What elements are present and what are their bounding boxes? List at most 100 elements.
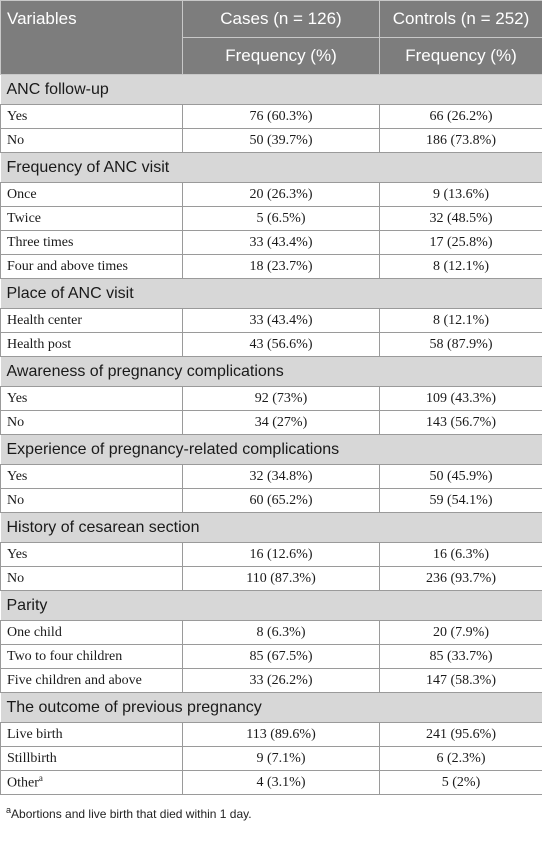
- section-row: Experience of pregnancy-related complica…: [0, 434, 542, 465]
- row-label: Two to four children: [7, 648, 123, 664]
- footnote-text: Abortions and live birth that died withi…: [11, 807, 252, 821]
- controls-cell: 236 (93.7%): [379, 566, 542, 591]
- row-label: Yes: [7, 390, 28, 406]
- row-label-cell: Twice: [0, 206, 183, 231]
- controls-cell: 6 (2.3%): [379, 746, 542, 771]
- cases-cell: 32 (34.8%): [182, 464, 380, 489]
- row-label-cell: Two to four children: [0, 644, 183, 669]
- table-row: Health center 33 (43.4%) 8 (12.1%): [0, 308, 542, 333]
- section-title: History of cesarean section: [0, 512, 542, 543]
- row-label: No: [7, 132, 25, 148]
- controls-cell: 241 (95.6%): [379, 722, 542, 747]
- row-label-cell: Yes: [0, 386, 183, 411]
- row-label-cell: Yes: [0, 464, 183, 489]
- row-label-cell: Three times: [0, 230, 183, 255]
- row-label: No: [7, 414, 25, 430]
- controls-cell: 143 (56.7%): [379, 410, 542, 435]
- row-label: No: [7, 570, 25, 586]
- section-row: ANC follow-up: [0, 74, 542, 105]
- table-row: Twice 5 (6.5%) 32 (48.5%): [0, 206, 542, 231]
- cases-cell: 85 (67.5%): [182, 644, 380, 669]
- controls-cell: 32 (48.5%): [379, 206, 542, 231]
- table-row: Yes 32 (34.8%) 50 (45.9%): [0, 464, 542, 489]
- section-title: The outcome of previous pregnancy: [0, 692, 542, 723]
- row-label-cell: Health center: [0, 308, 183, 333]
- cases-cell: 33 (43.4%): [182, 308, 380, 333]
- section-title: ANC follow-up: [0, 74, 542, 105]
- cases-frequency-header: Frequency (%): [182, 37, 380, 75]
- cases-cell: 16 (12.6%): [182, 542, 380, 567]
- row-label-cell: Four and above times: [0, 254, 183, 279]
- controls-cell: 20 (7.9%): [379, 620, 542, 645]
- controls-cell: 147 (58.3%): [379, 668, 542, 693]
- table-row: Yes 16 (12.6%) 16 (6.3%): [0, 542, 542, 567]
- row-label: Health post: [7, 336, 72, 352]
- row-label-cell: No: [0, 566, 183, 591]
- table-body: ANC follow-up Yes 76 (60.3%) 66 (26.2%) No 50…: [0, 74, 542, 795]
- row-label: No: [7, 492, 25, 508]
- row-label-cell: No: [0, 128, 183, 153]
- cases-cell: 76 (60.3%): [182, 104, 380, 129]
- section-title: Place of ANC visit: [0, 278, 542, 309]
- cases-cell: 60 (65.2%): [182, 488, 380, 513]
- controls-header: Controls (n = 252): [379, 0, 542, 38]
- row-label-cell: One child: [0, 620, 183, 645]
- controls-cell: 85 (33.7%): [379, 644, 542, 669]
- section-row: Frequency of ANC visit: [0, 152, 542, 183]
- controls-cell: 9 (13.6%): [379, 182, 542, 207]
- table-row: One child 8 (6.3%) 20 (7.9%): [0, 620, 542, 645]
- section-row: Place of ANC visit: [0, 278, 542, 309]
- table-row: Yes 76 (60.3%) 66 (26.2%): [0, 104, 542, 129]
- row-label: Twice: [7, 210, 42, 226]
- table-row: Four and above times 18 (23.7%) 8 (12.1%): [0, 254, 542, 279]
- controls-frequency-header: Frequency (%): [379, 37, 542, 75]
- row-label-cell: Five children and above: [0, 668, 183, 693]
- row-label: Health center: [7, 312, 83, 328]
- controls-cell: 16 (6.3%): [379, 542, 542, 567]
- controls-cell: 109 (43.3%): [379, 386, 542, 411]
- row-label: Stillbirth: [7, 750, 57, 766]
- table-row: Three times 33 (43.4%) 17 (25.8%): [0, 230, 542, 255]
- cases-cell: 5 (6.5%): [182, 206, 380, 231]
- row-label-cell: No: [0, 488, 183, 513]
- controls-cell: 8 (12.1%): [379, 254, 542, 279]
- table-row: Live birth 113 (89.6%) 241 (95.6%): [0, 722, 542, 747]
- table-row: Yes 92 (73%) 109 (43.3%): [0, 386, 542, 411]
- table-row: Once 20 (26.3%) 9 (13.6%): [0, 182, 542, 207]
- controls-cell: 17 (25.8%): [379, 230, 542, 255]
- row-label-cell: Yes: [0, 104, 183, 129]
- footnote-marker: a: [6, 805, 12, 815]
- row-label-cell: No: [0, 410, 183, 435]
- cases-cell: 34 (27%): [182, 410, 380, 435]
- cases-cell: 20 (26.3%): [182, 182, 380, 207]
- controls-cell: 8 (12.1%): [379, 308, 542, 333]
- row-label-footnote-marker: a: [38, 773, 43, 784]
- cases-header: Cases (n = 126): [182, 0, 380, 38]
- cases-cell: 113 (89.6%): [182, 722, 380, 747]
- row-label-cell: Once: [0, 182, 183, 207]
- row-label-cell: Live birth: [0, 722, 183, 747]
- row-label: Yes: [7, 546, 28, 562]
- section-title: Frequency of ANC visit: [0, 152, 542, 183]
- variables-header: Variables: [0, 0, 183, 75]
- section-title: Experience of pregnancy-related complica…: [0, 434, 542, 465]
- section-row: The outcome of previous pregnancy: [0, 692, 542, 723]
- section-title: Parity: [0, 590, 542, 621]
- row-label: Live birth: [7, 726, 63, 742]
- anc-table: Variables Cases (n = 126) Controls (n = …: [0, 0, 542, 795]
- cases-cell: 18 (23.7%): [182, 254, 380, 279]
- row-label: Yes: [7, 108, 28, 124]
- row-label: One child: [7, 624, 62, 640]
- row-label-cell: Yes: [0, 542, 183, 567]
- row-label: Once: [7, 186, 37, 202]
- cases-cell: 33 (26.2%): [182, 668, 380, 693]
- table-row: No 50 (39.7%) 186 (73.8%): [0, 128, 542, 153]
- row-label: Five children and above: [7, 672, 142, 688]
- cases-cell: 33 (43.4%): [182, 230, 380, 255]
- row-label: Other: [7, 775, 39, 791]
- cases-cell: 50 (39.7%): [182, 128, 380, 153]
- section-title: Awareness of pregnancy complications: [0, 356, 542, 387]
- controls-cell: 58 (87.9%): [379, 332, 542, 357]
- cases-cell: 8 (6.3%): [182, 620, 380, 645]
- cases-cell: 9 (7.1%): [182, 746, 380, 771]
